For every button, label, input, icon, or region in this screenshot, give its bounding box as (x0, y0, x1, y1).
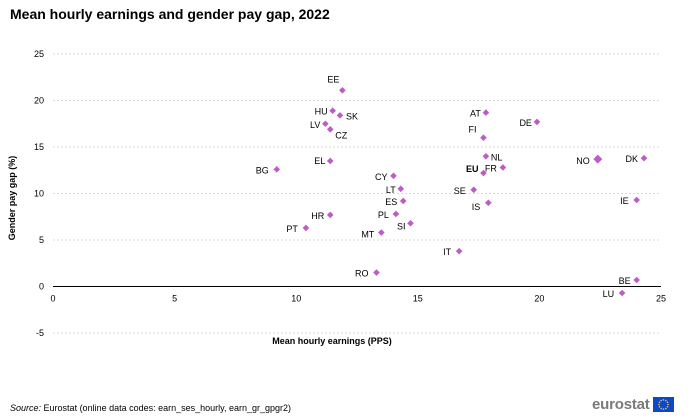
x-tick-label: 10 (291, 294, 301, 304)
data-label-at: AT (470, 109, 481, 119)
data-label-es: ES (385, 197, 397, 207)
data-label-cy: CY (375, 172, 388, 182)
data-label-bg: BG (256, 165, 269, 175)
data-point-hr (326, 211, 334, 219)
x-tick-label: 0 (50, 294, 55, 304)
data-point-ro (373, 269, 380, 276)
data-label-lv: LV (310, 120, 320, 130)
data-point-cz (326, 126, 334, 133)
data-points (273, 86, 648, 297)
scatter-chart: -5 0 5 10 15 20 25 0 5 10 15 20 25 EE HU SK LV CZ AT DE FI… (7, 49, 666, 346)
data-point-is (485, 199, 492, 207)
data-label-hu: HU (315, 107, 328, 117)
data-point-it (455, 247, 463, 255)
data-point-lu (618, 289, 626, 297)
y-tick-label: 5 (39, 235, 44, 245)
data-label-pl: PL (378, 210, 389, 220)
eurostat-logo: eurostat (592, 396, 674, 413)
data-label-fi: FI (468, 125, 476, 135)
data-label-dk: DK (625, 154, 638, 164)
data-point-ee (339, 86, 346, 94)
y-tick-label: 10 (34, 189, 44, 199)
data-label-pt: PT (286, 224, 298, 234)
data-label-is: IS (472, 202, 481, 212)
source-text: Eurostat (online data codes: earn_ses_ho… (43, 403, 292, 413)
data-point-at (482, 109, 490, 116)
data-point-cy (390, 172, 397, 180)
data-label-be: BE (619, 276, 631, 286)
y-tick-label: 25 (34, 49, 44, 59)
data-label-lt: LT (386, 185, 396, 195)
data-label-no: NO (576, 156, 590, 166)
y-axis-title: Gender pay gap (%) (7, 156, 17, 241)
data-point-lv (322, 120, 329, 128)
x-tick-label: 15 (413, 294, 423, 304)
x-tick-label: 5 (172, 294, 177, 304)
data-point-si (407, 219, 414, 227)
data-label-el: EL (314, 156, 325, 166)
data-point-ie (633, 196, 640, 204)
data-label-si: SI (397, 221, 406, 231)
data-point-pl (392, 210, 400, 218)
y-tick-label: 15 (34, 142, 44, 152)
chart-title: Mean hourly earnings and gender pay gap,… (10, 6, 330, 22)
data-point-fi (480, 134, 487, 141)
data-point-se (470, 186, 478, 194)
data-label-ee: EE (327, 74, 339, 84)
data-label-hr: HR (311, 211, 324, 221)
source-note: Source: Eurostat (online data codes: ear… (10, 403, 291, 413)
y-tick-label: 0 (39, 282, 44, 292)
data-point-eu (480, 169, 487, 177)
x-axis-title: Mean hourly earnings (PPS) (272, 336, 392, 346)
data-point-lt (397, 185, 405, 193)
data-label-ro: RO (355, 269, 369, 279)
x-axis-ticks: 0 5 10 15 20 25 (50, 294, 666, 304)
data-labels: EE HU SK LV CZ AT DE FI NL NO DK EL BG EU FR CY LT SE ES IS… (256, 74, 638, 299)
data-point-de (533, 118, 541, 126)
data-label-nl: NL (491, 152, 503, 162)
data-point-nl (482, 153, 490, 160)
source-label: Source: (10, 403, 42, 413)
x-tick-label: 20 (534, 294, 544, 304)
gridlines (53, 53, 661, 334)
data-point-pt (302, 224, 310, 232)
x-tick-label: 25 (656, 294, 666, 304)
y-tick-label: -5 (36, 328, 44, 338)
data-point-hu (329, 107, 336, 115)
y-axis-ticks: -5 0 5 10 15 20 25 (34, 49, 44, 338)
data-label-se: SE (454, 186, 466, 196)
data-point-be (633, 276, 640, 284)
data-point-es (399, 197, 407, 205)
eu-flag-icon (652, 397, 674, 412)
data-label-it: IT (443, 247, 452, 257)
data-label-fr: FR (485, 163, 497, 173)
y-tick-label: 20 (34, 96, 44, 106)
data-label-sk: SK (346, 111, 358, 121)
data-point-dk (640, 154, 648, 162)
data-point-el (326, 157, 334, 165)
data-point-mt (378, 229, 385, 236)
data-label-mt: MT (361, 230, 374, 240)
data-label-ie: IE (620, 196, 629, 206)
data-label-lu: LU (603, 289, 615, 299)
data-label-cz: CZ (335, 130, 347, 140)
data-point-no (593, 154, 603, 164)
data-label-eu: EU (466, 164, 479, 174)
data-point-sk (336, 112, 344, 119)
data-point-bg (273, 166, 281, 173)
data-point-fr (499, 164, 507, 171)
data-label-de: DE (519, 118, 532, 128)
eurostat-wordmark: eurostat (592, 396, 650, 413)
